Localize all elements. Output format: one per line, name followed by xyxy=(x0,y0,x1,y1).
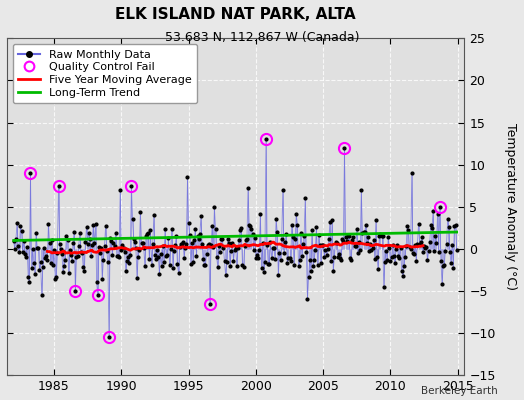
Text: Berkeley Earth: Berkeley Earth xyxy=(421,386,498,396)
Y-axis label: Temperature Anomaly (°C): Temperature Anomaly (°C) xyxy=(504,123,517,290)
Legend: Raw Monthly Data, Quality Control Fail, Five Year Moving Average, Long-Term Tren: Raw Monthly Data, Quality Control Fail, … xyxy=(13,44,198,103)
Title: ELK ISLAND NAT PARK, ALTA: ELK ISLAND NAT PARK, ALTA xyxy=(115,7,356,22)
Text: 53.683 N, 112.867 W (Canada): 53.683 N, 112.867 W (Canada) xyxy=(165,31,359,44)
